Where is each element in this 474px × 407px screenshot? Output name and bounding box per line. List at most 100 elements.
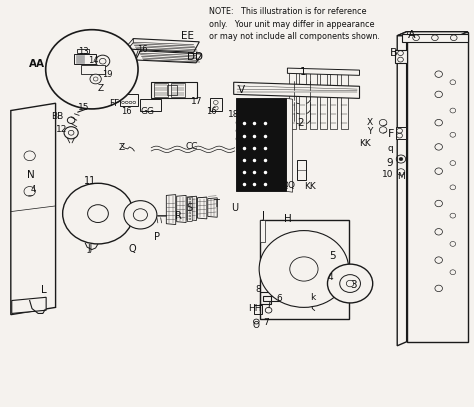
Circle shape xyxy=(90,74,101,84)
Text: 12: 12 xyxy=(56,125,67,134)
Text: 4: 4 xyxy=(328,273,333,282)
Text: A: A xyxy=(408,30,415,39)
Polygon shape xyxy=(263,295,315,301)
Polygon shape xyxy=(128,39,199,53)
Circle shape xyxy=(213,101,218,105)
Text: GG: GG xyxy=(140,107,155,116)
Text: 13: 13 xyxy=(79,48,89,57)
Circle shape xyxy=(68,130,74,135)
Text: EE: EE xyxy=(181,31,194,41)
Text: T: T xyxy=(213,199,219,208)
Polygon shape xyxy=(286,98,292,192)
Text: KK: KK xyxy=(359,139,371,148)
Text: O: O xyxy=(252,321,259,330)
Polygon shape xyxy=(151,82,197,98)
Bar xyxy=(167,85,177,95)
Text: KK: KK xyxy=(304,182,316,191)
Polygon shape xyxy=(120,94,138,106)
Polygon shape xyxy=(395,50,407,63)
Circle shape xyxy=(326,259,335,267)
Polygon shape xyxy=(208,198,217,217)
Circle shape xyxy=(236,136,243,142)
Circle shape xyxy=(96,55,110,67)
Text: NOTE:   This illustration is for reference
only.   Your unit may differ in appea: NOTE: This illustration is for reference… xyxy=(209,7,380,42)
Polygon shape xyxy=(128,39,133,49)
Polygon shape xyxy=(299,72,306,129)
Polygon shape xyxy=(236,98,286,191)
Circle shape xyxy=(46,30,138,109)
Text: M: M xyxy=(397,171,405,181)
Polygon shape xyxy=(310,72,317,129)
Circle shape xyxy=(100,58,106,64)
Text: P: P xyxy=(154,232,160,242)
Text: q: q xyxy=(387,144,393,153)
Circle shape xyxy=(236,128,243,133)
Polygon shape xyxy=(154,83,168,97)
Text: 11: 11 xyxy=(84,176,96,186)
Text: H: H xyxy=(284,214,292,224)
Text: k: k xyxy=(310,293,315,302)
Circle shape xyxy=(121,101,124,104)
Circle shape xyxy=(236,112,243,117)
Text: CC: CC xyxy=(186,142,199,151)
Text: X: X xyxy=(367,118,373,127)
Polygon shape xyxy=(136,51,201,63)
Circle shape xyxy=(328,264,373,303)
Bar xyxy=(254,305,263,314)
Polygon shape xyxy=(330,72,337,129)
Polygon shape xyxy=(82,65,105,74)
Text: QQ: QQ xyxy=(282,181,296,190)
Text: 4: 4 xyxy=(31,185,36,194)
Polygon shape xyxy=(177,195,186,223)
Text: Z: Z xyxy=(97,84,103,93)
Circle shape xyxy=(290,257,318,281)
Text: 10: 10 xyxy=(382,170,393,179)
Text: N: N xyxy=(27,170,35,180)
Polygon shape xyxy=(166,195,176,225)
Circle shape xyxy=(340,275,360,292)
Text: R: R xyxy=(174,211,182,221)
Polygon shape xyxy=(140,99,161,111)
Circle shape xyxy=(133,209,147,221)
Circle shape xyxy=(129,101,132,104)
Circle shape xyxy=(346,280,354,287)
Polygon shape xyxy=(289,72,296,129)
Text: 16: 16 xyxy=(137,46,148,55)
Polygon shape xyxy=(187,196,197,221)
Text: 19: 19 xyxy=(102,70,113,79)
Text: B: B xyxy=(390,48,397,58)
Polygon shape xyxy=(287,68,359,75)
Text: Q: Q xyxy=(128,244,136,254)
Polygon shape xyxy=(407,32,468,342)
Text: 8: 8 xyxy=(255,284,261,294)
Text: Y: Y xyxy=(367,127,373,136)
Circle shape xyxy=(236,120,243,125)
Circle shape xyxy=(63,183,133,244)
Polygon shape xyxy=(260,220,349,319)
Polygon shape xyxy=(171,83,185,97)
Text: L: L xyxy=(41,285,46,295)
Text: Z: Z xyxy=(118,143,125,152)
Text: FF: FF xyxy=(109,99,119,108)
Polygon shape xyxy=(11,103,55,315)
Text: 16: 16 xyxy=(121,107,132,116)
Polygon shape xyxy=(12,297,46,313)
Text: 9: 9 xyxy=(387,158,393,168)
Text: J: J xyxy=(262,211,264,221)
Polygon shape xyxy=(397,32,468,36)
Text: DD: DD xyxy=(187,52,202,62)
Text: 15: 15 xyxy=(78,103,90,112)
Polygon shape xyxy=(397,32,407,346)
Text: 1: 1 xyxy=(300,67,306,77)
Circle shape xyxy=(88,205,109,223)
Polygon shape xyxy=(76,55,84,63)
Polygon shape xyxy=(197,197,207,219)
Polygon shape xyxy=(234,82,359,98)
Text: 6: 6 xyxy=(276,294,283,303)
Text: 2: 2 xyxy=(297,118,304,128)
Text: 16: 16 xyxy=(206,107,217,116)
Text: 3: 3 xyxy=(351,280,357,290)
Text: 5: 5 xyxy=(329,251,336,261)
Polygon shape xyxy=(74,54,96,64)
Circle shape xyxy=(64,127,78,139)
